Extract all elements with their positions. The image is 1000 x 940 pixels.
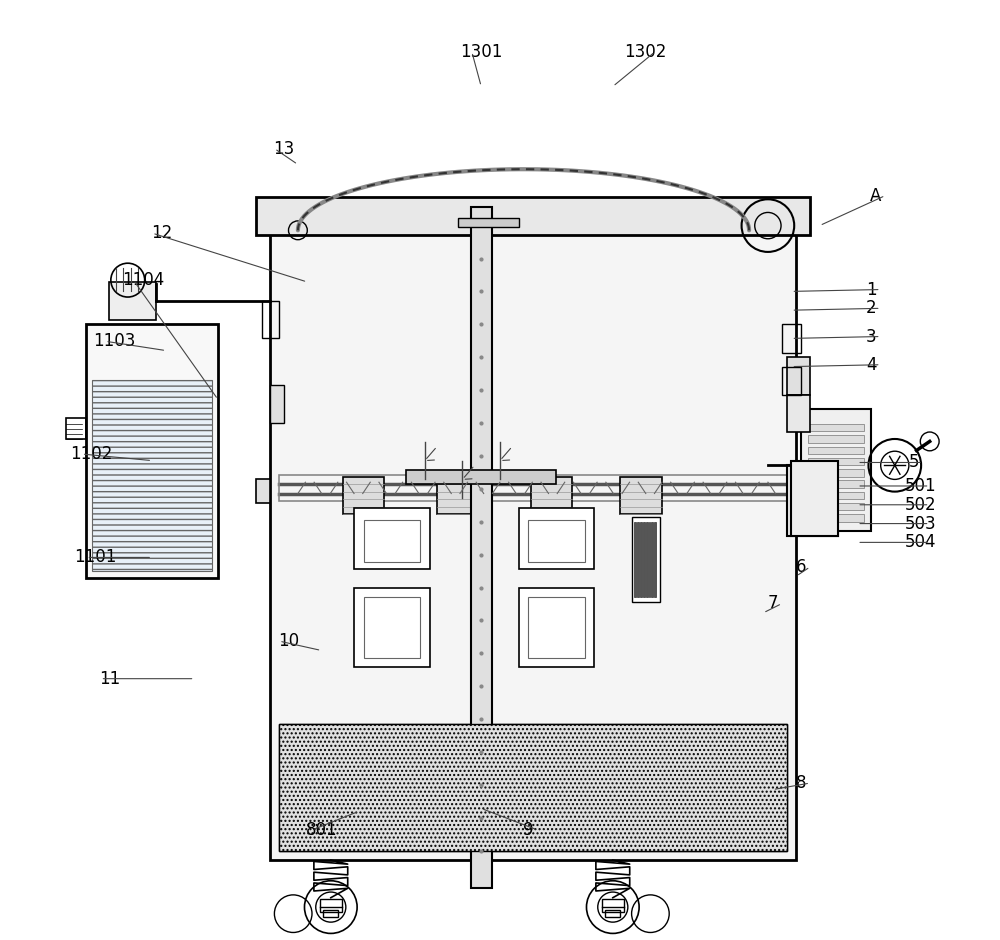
Text: 1301: 1301: [460, 42, 502, 61]
Bar: [406, 470, 556, 484]
Text: 502: 502: [904, 495, 936, 514]
Text: 4: 4: [866, 355, 877, 374]
Bar: [471, 207, 492, 888]
Bar: [801, 409, 871, 531]
Bar: [86, 324, 218, 578]
Bar: [519, 588, 594, 667]
Bar: [528, 597, 585, 658]
Bar: [808, 446, 864, 454]
Text: 12: 12: [151, 224, 172, 243]
Text: 1101: 1101: [75, 548, 117, 567]
Bar: [605, 910, 620, 917]
Bar: [791, 461, 838, 536]
Bar: [782, 367, 801, 395]
Text: 1302: 1302: [625, 42, 667, 61]
Bar: [437, 477, 478, 514]
Bar: [808, 469, 864, 477]
Text: 1104: 1104: [122, 271, 164, 290]
Bar: [646, 522, 648, 597]
Bar: [66, 417, 86, 438]
Bar: [354, 588, 430, 667]
Text: A: A: [870, 186, 882, 205]
Text: 9: 9: [523, 821, 533, 839]
Bar: [787, 357, 810, 395]
Text: 5: 5: [908, 453, 919, 472]
Bar: [279, 475, 787, 501]
Bar: [808, 492, 864, 499]
Bar: [364, 520, 420, 562]
Bar: [632, 517, 660, 602]
Text: 801: 801: [306, 821, 337, 839]
Bar: [270, 385, 284, 423]
Text: 3: 3: [866, 327, 877, 346]
Text: 504: 504: [904, 533, 936, 552]
Bar: [637, 522, 639, 597]
Bar: [808, 424, 864, 431]
Bar: [649, 522, 650, 597]
Bar: [654, 522, 656, 597]
Bar: [808, 480, 864, 488]
Text: 2: 2: [866, 299, 877, 318]
Text: 1103: 1103: [93, 332, 136, 351]
Bar: [458, 218, 519, 227]
Bar: [808, 503, 864, 510]
Text: 6: 6: [796, 557, 806, 576]
Bar: [531, 477, 572, 514]
Bar: [787, 465, 838, 536]
Bar: [142, 416, 153, 569]
Bar: [808, 514, 864, 522]
Text: 11: 11: [99, 669, 121, 688]
Text: 1102: 1102: [70, 445, 112, 463]
Bar: [256, 197, 810, 235]
Bar: [528, 520, 585, 562]
Bar: [519, 508, 594, 569]
Bar: [640, 522, 642, 597]
Text: 503: 503: [904, 514, 936, 533]
Text: 8: 8: [796, 774, 806, 792]
Bar: [651, 522, 653, 597]
Bar: [620, 477, 662, 514]
Bar: [270, 212, 796, 860]
Bar: [256, 479, 270, 503]
Bar: [602, 899, 624, 912]
Bar: [643, 522, 645, 597]
Bar: [808, 435, 864, 443]
Bar: [343, 477, 384, 514]
Bar: [323, 910, 338, 917]
Bar: [634, 522, 636, 597]
Bar: [808, 458, 864, 465]
Bar: [787, 395, 810, 432]
Bar: [279, 724, 787, 851]
Text: 7: 7: [767, 594, 778, 613]
Bar: [364, 597, 420, 658]
Bar: [109, 282, 156, 320]
Bar: [320, 899, 342, 912]
Text: 10: 10: [278, 632, 299, 650]
Bar: [279, 724, 787, 851]
Text: 1: 1: [866, 280, 877, 299]
Bar: [782, 324, 801, 352]
Bar: [92, 380, 212, 571]
Text: 13: 13: [273, 139, 294, 158]
Text: 501: 501: [904, 477, 936, 495]
Bar: [354, 508, 430, 569]
Bar: [262, 301, 279, 338]
